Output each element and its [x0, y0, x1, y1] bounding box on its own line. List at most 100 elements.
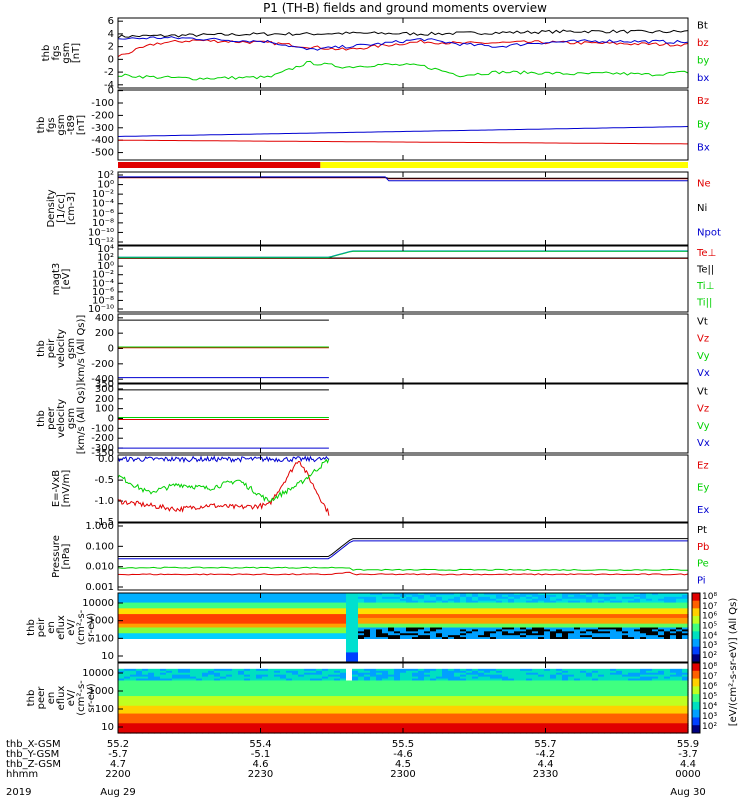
spectrogram-cell [244, 606, 251, 609]
spectrogram-cell [370, 593, 377, 596]
spectrogram-cell [490, 625, 497, 629]
spectrogram-cell [592, 594, 599, 598]
panel-frame [117, 454, 689, 523]
spectrogram-cell [412, 610, 419, 613]
spectrogram-cell [544, 625, 551, 629]
spectrogram-cell [664, 637, 671, 640]
spectrogram-cell [190, 715, 197, 719]
spectrogram-cell [646, 619, 653, 623]
spectrogram-cell [184, 725, 191, 728]
spectrogram-cell [370, 639, 377, 642]
spectrogram-cell [214, 696, 221, 699]
spectrogram-cell [376, 648, 383, 652]
spectrogram-cell [292, 594, 299, 598]
spectrogram-cell [124, 668, 131, 672]
spectrogram-cell [274, 637, 281, 640]
spectrogram-cell [268, 686, 275, 689]
spectrogram-cell [574, 648, 581, 652]
spectrogram-cell [670, 640, 677, 644]
spectrogram-cell [166, 668, 173, 672]
spectrogram-cell [280, 621, 287, 625]
spectrogram-cell [538, 623, 545, 627]
spectrogram-cell [142, 696, 149, 699]
spectrogram-cell [148, 664, 155, 668]
spectrogram-cell [310, 688, 317, 691]
spectrogram-cell [232, 629, 239, 632]
spectrogram-cell [400, 633, 407, 636]
spectrogram-cell [664, 633, 671, 636]
spectrogram-cell [520, 616, 527, 619]
spectrogram-cell [508, 644, 515, 648]
spectrogram-cell [280, 729, 287, 732]
spectrogram-cell [304, 701, 311, 705]
spectrogram-cell [406, 648, 413, 652]
spectrogram-cell [640, 650, 647, 654]
spectrogram-cell [124, 596, 131, 600]
spectrogram-cell [370, 621, 377, 625]
spectrogram-cell [178, 640, 185, 644]
legend-entry: Pt [697, 525, 707, 536]
spectrogram-cell [202, 637, 209, 640]
spectrogram-cell [460, 596, 467, 600]
spectrogram-cell [184, 600, 191, 604]
spectrogram-cell [340, 610, 347, 613]
spectrogram-cell [256, 594, 263, 598]
spectrogram-cell [214, 674, 221, 678]
spectrogram-cell [610, 619, 617, 623]
spectrogram-cell [280, 678, 287, 682]
spectrogram-cell [658, 642, 665, 646]
spectrogram-cell [580, 619, 587, 623]
spectrogram-cell [274, 644, 281, 648]
spectrogram-cell [292, 648, 299, 652]
spectrogram-cell [172, 644, 179, 648]
legend-entry: Bz [697, 96, 709, 107]
spectrogram-cell [352, 637, 359, 640]
spectrogram-cell [340, 640, 347, 644]
spectrogram-cell [232, 686, 239, 689]
spectrogram-cell [226, 593, 233, 596]
spectrogram-cell [262, 623, 269, 627]
spectrogram-cell [304, 694, 311, 697]
spectrogram-cell [490, 619, 497, 623]
spectrogram-cell [448, 658, 455, 661]
spectrogram-cell [274, 633, 281, 636]
spectrogram-cell [448, 640, 455, 644]
spectrogram-cell [478, 654, 485, 657]
spectrogram-cell [550, 598, 557, 602]
spectrogram-cell [124, 594, 131, 598]
spectrogram-cell [292, 723, 299, 726]
spectrogram-cell [286, 623, 293, 627]
spectrogram-cell [316, 625, 323, 629]
spectrogram-cell [292, 598, 299, 602]
spectrogram-cell [190, 612, 197, 615]
spectrogram-cell [352, 616, 359, 619]
spectrogram-cell [676, 604, 683, 608]
spectrogram-cell [148, 680, 155, 684]
spectrogram-cell [250, 688, 257, 691]
spectrogram-cell [424, 593, 431, 596]
spectrogram-cell [334, 596, 341, 600]
spectrogram-cell [304, 723, 311, 726]
spectrogram-cell [124, 646, 131, 650]
spectrogram-cell [310, 729, 317, 732]
spectrogram-cell [274, 725, 281, 728]
spectrogram-cell [226, 676, 233, 680]
spectrogram-cell [610, 614, 617, 617]
spectrogram-cell [460, 614, 467, 617]
spectrogram-cell [130, 709, 137, 713]
spectrogram-cell [118, 686, 125, 689]
spectrogram-cell [520, 654, 527, 657]
spectrogram-cell [634, 604, 641, 608]
spectrogram-cell [424, 596, 431, 600]
spectrogram-cell [268, 640, 275, 644]
spectrogram-cell [130, 729, 137, 732]
spectrogram-cell [316, 652, 323, 655]
spectrogram-cell [286, 672, 293, 676]
spectrogram-cell [316, 690, 323, 693]
spectrogram-cell [682, 600, 689, 604]
spectrogram-cell [460, 594, 467, 598]
spectrogram-cell [304, 705, 311, 709]
spectrogram-cell [238, 616, 245, 619]
spectrogram-cell [388, 612, 395, 615]
spectrogram-cell [214, 612, 221, 615]
